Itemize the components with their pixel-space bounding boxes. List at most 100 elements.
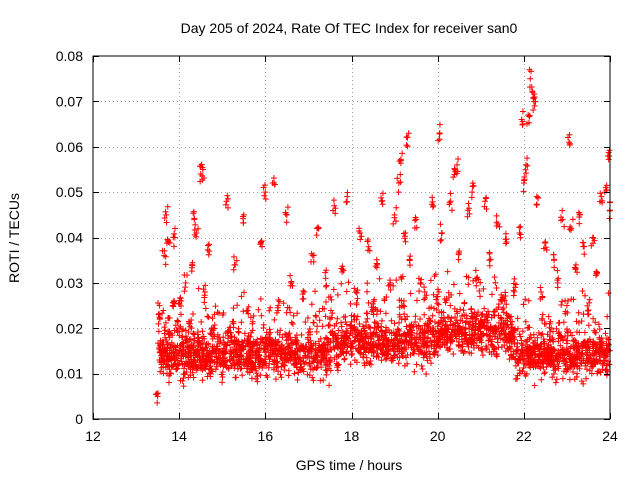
data-point [465, 281, 472, 288]
data-point [546, 324, 553, 331]
data-point [400, 298, 407, 305]
data-point [395, 360, 402, 367]
data-point [181, 272, 188, 279]
data-point [319, 349, 326, 356]
data-point [553, 325, 560, 332]
data-point [327, 346, 334, 353]
data-point [318, 364, 325, 371]
data-point [253, 352, 260, 359]
data-point [495, 324, 502, 331]
data-point [438, 230, 445, 237]
data-point [264, 374, 271, 381]
data-point [343, 335, 350, 342]
data-point [475, 344, 482, 351]
data-point [240, 215, 247, 222]
data-point [396, 327, 403, 334]
data-point [199, 164, 206, 171]
data-point [190, 310, 197, 317]
data-point [176, 360, 183, 367]
data-point [266, 326, 273, 333]
data-point [560, 350, 567, 357]
data-point [289, 320, 296, 327]
data-point [568, 363, 575, 370]
data-point [205, 341, 212, 348]
data-point [559, 207, 566, 214]
data-point [481, 203, 488, 210]
data-point [589, 363, 596, 370]
data-point [341, 356, 348, 363]
data-point [387, 286, 394, 293]
data-point [181, 288, 188, 295]
data-point [377, 327, 384, 334]
data-point [489, 328, 496, 335]
data-point [495, 304, 502, 311]
data-point [283, 219, 290, 226]
data-point [367, 333, 374, 340]
data-point [455, 341, 462, 348]
data-point [382, 344, 389, 351]
data-point [257, 241, 264, 248]
data-point [261, 192, 268, 199]
data-point [493, 212, 500, 219]
data-point [524, 343, 531, 350]
data-point [578, 378, 585, 385]
data-point [368, 304, 375, 311]
data-point [176, 325, 183, 332]
data-point [505, 346, 512, 353]
data-point [210, 327, 217, 334]
data-point [412, 313, 419, 320]
data-point [425, 323, 432, 330]
data-point [417, 327, 424, 334]
data-point [241, 330, 248, 337]
data-point [383, 355, 390, 362]
data-point [234, 345, 241, 352]
data-point [165, 355, 172, 362]
data-point [582, 359, 589, 366]
data-point [546, 354, 553, 361]
data-point [512, 281, 519, 288]
data-point [468, 310, 475, 317]
data-point [483, 323, 490, 330]
data-point [228, 362, 235, 369]
data-point [541, 358, 548, 365]
data-point [406, 337, 413, 344]
data-point [377, 346, 384, 353]
data-point [573, 353, 580, 360]
data-point [606, 153, 613, 160]
data-point [245, 361, 252, 368]
data-point [155, 311, 162, 318]
data-point [493, 219, 500, 226]
data-point [388, 317, 395, 324]
data-point [351, 357, 358, 364]
data-point [158, 347, 165, 354]
data-point [316, 308, 323, 315]
data-point [338, 349, 345, 356]
data-point [604, 335, 611, 342]
data-point [459, 341, 466, 348]
data-point [215, 350, 222, 357]
data-point [547, 318, 554, 325]
data-point [322, 283, 329, 290]
data-point [258, 238, 265, 245]
data-point [396, 354, 403, 361]
data-point [510, 292, 517, 299]
data-point [578, 360, 585, 367]
data-point [171, 361, 178, 368]
data-point [605, 149, 612, 156]
data-point [364, 344, 371, 351]
data-point [307, 328, 314, 335]
data-point [563, 302, 570, 309]
data-point [452, 314, 459, 321]
data-point [469, 189, 476, 196]
data-point [220, 310, 227, 317]
data-point [163, 211, 170, 218]
data-point [188, 325, 195, 332]
data-point [516, 224, 523, 231]
data-point [373, 343, 380, 350]
data-point [589, 234, 596, 241]
data-point [391, 352, 398, 359]
data-point [272, 336, 279, 343]
data-point [527, 358, 534, 365]
data-point [199, 172, 206, 179]
data-point [299, 346, 306, 353]
